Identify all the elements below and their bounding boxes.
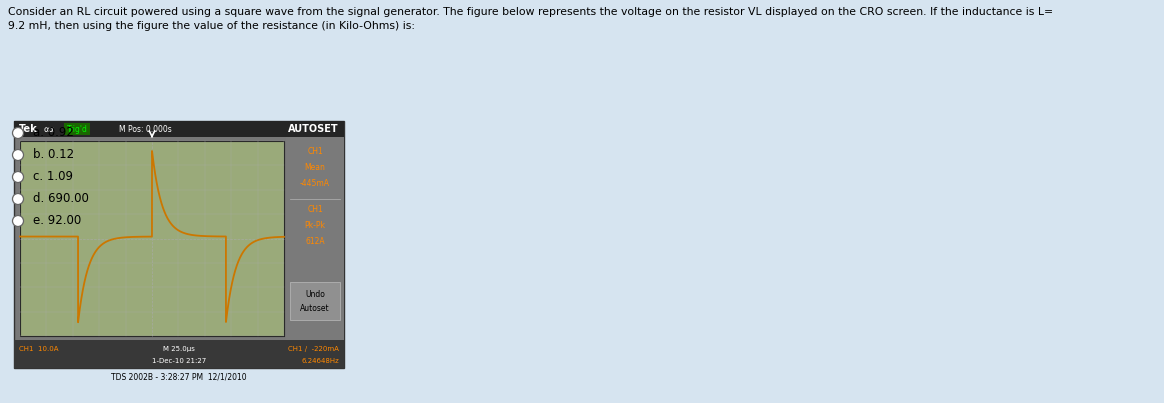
Text: AUTOSET: AUTOSET [289, 124, 339, 134]
Text: CH1 /  -220mA: CH1 / -220mA [289, 346, 339, 352]
Bar [64, 123, 90, 135]
Bar [290, 282, 340, 320]
Text: Consider an RL circuit powered using a square wave from the signal generator. Th: Consider an RL circuit powered using a s… [8, 7, 1053, 17]
Text: 612A: 612A [305, 237, 325, 246]
Text: Mean: Mean [305, 163, 326, 172]
Text: a. 0.92: a. 0.92 [33, 127, 73, 139]
Bar [14, 340, 345, 368]
Text: CH1  10.0A: CH1 10.0A [19, 346, 58, 352]
Circle shape [13, 127, 23, 139]
Circle shape [13, 193, 23, 204]
Text: TDS 2002B - 3:28:27 PM  12/1/2010: TDS 2002B - 3:28:27 PM 12/1/2010 [112, 373, 247, 382]
Text: 1-Dec-10 21:27: 1-Dec-10 21:27 [151, 358, 206, 364]
Text: e. 92.00: e. 92.00 [33, 214, 81, 228]
Circle shape [13, 216, 23, 226]
Text: d. 690.00: d. 690.00 [33, 193, 88, 206]
Text: CH1: CH1 [307, 147, 322, 156]
Text: c. 1.09: c. 1.09 [33, 170, 73, 183]
Text: CH1: CH1 [307, 205, 322, 214]
Circle shape [13, 150, 23, 160]
Text: Autoset: Autoset [300, 304, 329, 313]
Text: 9.2 mH, then using the figure the value of the resistance (in Kilo-Ohms) is:: 9.2 mH, then using the figure the value … [8, 21, 416, 31]
Bar [20, 141, 284, 336]
Circle shape [13, 172, 23, 183]
Bar [14, 121, 345, 137]
Text: M Pos: 0.000s: M Pos: 0.000s [119, 125, 172, 133]
Text: Pk-Pk: Pk-Pk [305, 221, 326, 230]
Bar [14, 121, 345, 368]
Text: Undo: Undo [305, 290, 325, 299]
Text: b. 0.12: b. 0.12 [33, 148, 74, 162]
Text: 6.24648Hz: 6.24648Hz [301, 358, 339, 364]
Text: -445mA: -445mA [300, 179, 331, 188]
Text: Tek: Tek [19, 124, 37, 134]
Text: M 25.0μs: M 25.0μs [163, 346, 194, 352]
Text: ⍺⍺: ⍺⍺ [44, 125, 55, 133]
Text: Trig'd: Trig'd [66, 125, 87, 133]
Bar [286, 137, 345, 340]
